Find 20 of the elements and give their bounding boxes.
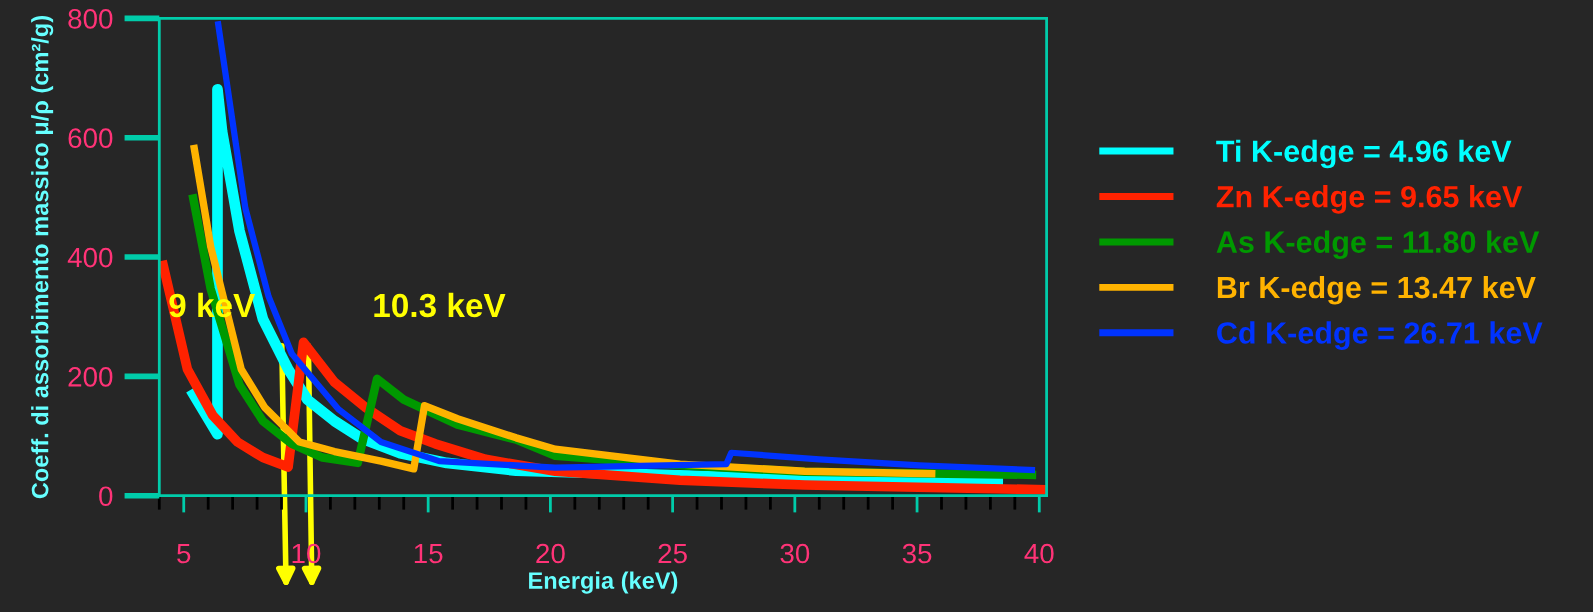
y-tick-label: 800 <box>68 9 113 29</box>
legend-label: Zn K-edge = 9.65 keV <box>1216 185 1523 214</box>
annotation: 10.3 keV <box>374 292 506 318</box>
x-tick-label: 15 <box>414 543 443 564</box>
x-tick-label: 20 <box>536 543 565 564</box>
x-tick-label: 5 <box>177 543 191 564</box>
y-tick-label: 200 <box>68 367 113 387</box>
x-tick-label: 30 <box>780 543 810 564</box>
y-tick-label: 400 <box>67 247 113 268</box>
legend-label: Br K-edge = 13.47 keV <box>1217 275 1536 305</box>
x-axis-title: Energia (keV) <box>529 571 678 594</box>
legend-label: Ti K-edge = 4.96 keV <box>1216 139 1512 169</box>
y-tick-label: 600 <box>68 128 113 149</box>
x-tick-label: 25 <box>658 543 687 564</box>
legend-label: As K-edge = 11.80 keV <box>1216 230 1540 260</box>
x-tick-label: 35 <box>902 543 932 564</box>
legend-label: Cd K-edge = 26.71 keV <box>1217 321 1543 350</box>
y-tick-label: 0 <box>99 486 113 507</box>
x-tick-label: 40 <box>1024 543 1054 564</box>
y-axis-title: Coeff. di assorbimento massico μ/ρ (cm²/g) <box>31 16 54 499</box>
